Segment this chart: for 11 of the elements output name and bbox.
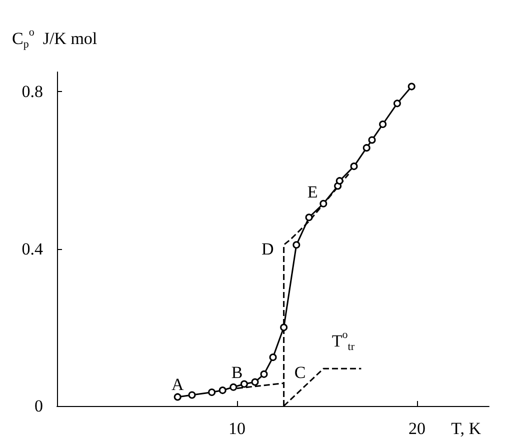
- x-tick-label: 10: [228, 419, 246, 438]
- annotation: B: [231, 363, 243, 382]
- y-tick-label: 0: [34, 396, 43, 416]
- annotation: D: [261, 239, 274, 258]
- annotation: E: [307, 182, 318, 202]
- y-tick-label: 0.8: [22, 82, 43, 102]
- x-axis-title: T, K: [451, 419, 482, 438]
- annotation: A: [171, 374, 184, 394]
- annotation: C: [294, 363, 306, 382]
- x-tick-label: 20: [408, 419, 426, 438]
- y-tick-label: 0.4: [22, 239, 44, 258]
